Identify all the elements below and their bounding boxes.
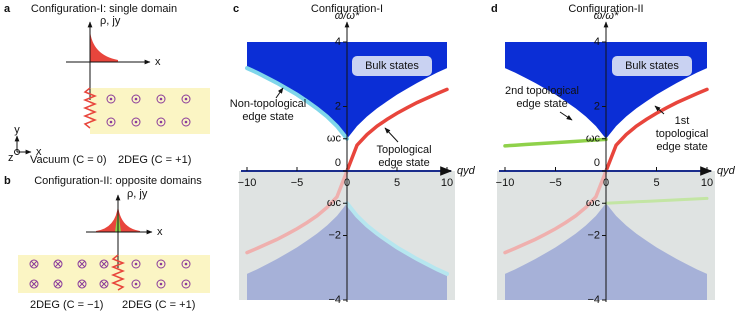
panel-label: a — [4, 3, 11, 15]
edge-current — [110, 254, 126, 291]
annotation: 2nd topological — [505, 85, 579, 97]
annotation: edge state — [656, 141, 707, 153]
y-tick-label: 0 — [335, 157, 341, 169]
panel-title: Configuration-I: single domain — [31, 3, 177, 15]
x-tick-label: −5 — [291, 177, 304, 189]
edge-state-line — [345, 87, 449, 173]
region-label: 2DEG (C = −1) — [30, 299, 103, 311]
x-tick-label: 5 — [394, 177, 400, 189]
y-tick-label: ωc — [327, 133, 342, 145]
chart: Bulk states−10 −5 0 5 10−4−2ωc0ωc24qydω/ω*Co… — [230, 3, 476, 306]
series-label: Bulk states — [625, 60, 679, 72]
panel-label: c — [233, 3, 239, 15]
edge-state-line — [503, 169, 608, 255]
series-label: Bulk states — [365, 60, 419, 72]
axis-label: ρ, jy — [100, 15, 121, 27]
edge-state-line — [345, 201, 449, 276]
axis-label: ρ, jy — [127, 188, 148, 200]
y-axis-label: ω/ω* — [594, 10, 619, 22]
axis-label: y — [14, 124, 20, 136]
panel-label: d — [491, 3, 498, 15]
annotation: Non-topological — [230, 98, 306, 110]
panel-label: b — [4, 175, 11, 187]
annotation-arrow — [384, 127, 399, 143]
region-label: 2DEG (C = +1) — [118, 154, 191, 166]
x-tick-label: 10 — [701, 177, 713, 189]
field-symbols — [106, 94, 191, 127]
x-axis-label: qyd — [717, 165, 736, 177]
annotation-arrow — [654, 105, 665, 115]
annotation: topological — [656, 128, 709, 140]
y-tick-label: −4 — [587, 294, 600, 306]
panel-title: Configuration-II: opposite domains — [34, 175, 202, 187]
edge-state-line — [245, 66, 349, 141]
edge-state-line — [604, 87, 709, 173]
x-tick-label: 10 — [441, 177, 453, 189]
region-label: Vacuum (C = 0) — [30, 154, 107, 166]
x-tick-label: 5 — [653, 177, 659, 189]
density-profile — [90, 30, 118, 62]
y-tick-label: ωc — [586, 133, 601, 145]
annotation: Topological — [376, 144, 431, 156]
edge-state-line — [245, 169, 349, 255]
annotation: edge state — [516, 98, 567, 110]
axis — [14, 149, 20, 155]
x-tick-label: 0 — [603, 177, 609, 189]
panel-b: b Configuration-II: opposite domains ρ, … — [4, 175, 210, 311]
x-axis-label: qyd — [457, 165, 476, 177]
label-box — [352, 56, 432, 76]
panel-a: a Configuration-I: single domain ρ, jy x… — [4, 3, 210, 166]
x-tick-label: −10 — [496, 177, 515, 189]
y-tick-label: 0 — [594, 157, 600, 169]
chart-title: Configuration-II — [568, 3, 643, 15]
x-tick-label: 0 — [344, 177, 350, 189]
y-tick-label: −2 — [328, 229, 341, 241]
y-tick-label: 2 — [335, 100, 341, 112]
x-tick-label: −10 — [238, 177, 257, 189]
annotation-arrow — [559, 111, 573, 121]
y-tick-label: ωc — [586, 197, 601, 209]
chart: Bulk states−10 −5 0 5 10−4−2ωc0ωc24qydω/ω*Co… — [491, 3, 736, 306]
annotation: edge state — [378, 157, 429, 169]
axis-label: x — [157, 226, 163, 238]
2deg-region — [90, 88, 210, 134]
chart-title: Configuration-I — [311, 3, 383, 15]
y-tick-label: ωc — [327, 197, 342, 209]
axis-label: x — [155, 56, 161, 68]
annotation-arrow — [275, 87, 284, 99]
edge-state-line — [503, 137, 608, 148]
y-tick-label: −4 — [328, 294, 341, 306]
annotation: 1st — [675, 115, 690, 127]
y-tick-label: −2 — [587, 229, 600, 241]
axis-label: x — [36, 146, 42, 158]
field-symbols — [29, 259, 191, 289]
y-tick-label: 4 — [335, 36, 341, 48]
y-tick-label: 2 — [594, 100, 600, 112]
edge-current — [82, 87, 98, 129]
edge-state-line — [604, 196, 709, 205]
y-tick-label: 4 — [594, 36, 600, 48]
label-box — [612, 56, 692, 76]
region-label: 2DEG (C = +1) — [122, 299, 195, 311]
annotation: edge state — [242, 111, 293, 123]
axis-label: z — [8, 152, 14, 164]
x-tick-label: −5 — [549, 177, 562, 189]
y-axis-label: ω/ω* — [335, 10, 360, 22]
